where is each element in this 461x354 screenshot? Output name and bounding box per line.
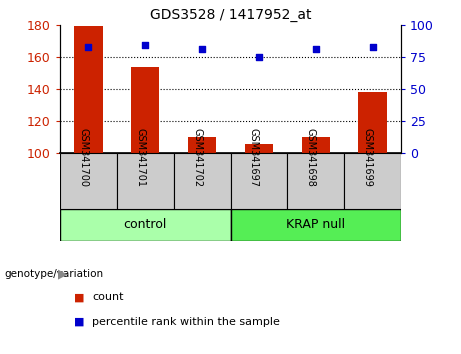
- Bar: [230, 153, 287, 209]
- Text: count: count: [92, 292, 124, 302]
- Text: GSM341702: GSM341702: [192, 128, 202, 187]
- Bar: [117, 153, 174, 209]
- Point: [198, 46, 206, 52]
- Bar: [245, 144, 273, 153]
- Text: GSM341701: GSM341701: [135, 129, 145, 187]
- Text: KRAP null: KRAP null: [286, 218, 345, 231]
- Bar: [188, 137, 216, 153]
- Point: [142, 42, 149, 48]
- Text: GSM341700: GSM341700: [78, 129, 89, 187]
- Text: genotype/variation: genotype/variation: [5, 269, 104, 279]
- Text: ■: ■: [74, 317, 84, 327]
- Bar: [131, 67, 160, 153]
- Text: control: control: [124, 218, 167, 231]
- Text: GSM341697: GSM341697: [249, 129, 259, 187]
- Bar: [344, 153, 401, 209]
- Bar: [74, 27, 102, 153]
- Bar: [60, 153, 117, 209]
- Text: ▶: ▶: [58, 268, 67, 281]
- Bar: [301, 137, 330, 153]
- Point: [312, 46, 319, 52]
- Point: [255, 54, 263, 60]
- Bar: [60, 209, 230, 241]
- Text: GSM341698: GSM341698: [306, 129, 316, 187]
- Text: ■: ■: [74, 292, 84, 302]
- Text: percentile rank within the sample: percentile rank within the sample: [92, 317, 280, 327]
- Text: GSM341699: GSM341699: [363, 129, 372, 187]
- Bar: [358, 92, 387, 153]
- Point: [85, 44, 92, 50]
- Title: GDS3528 / 1417952_at: GDS3528 / 1417952_at: [150, 8, 311, 22]
- Bar: [230, 209, 401, 241]
- Point: [369, 44, 376, 50]
- Bar: [174, 153, 230, 209]
- Bar: [287, 153, 344, 209]
